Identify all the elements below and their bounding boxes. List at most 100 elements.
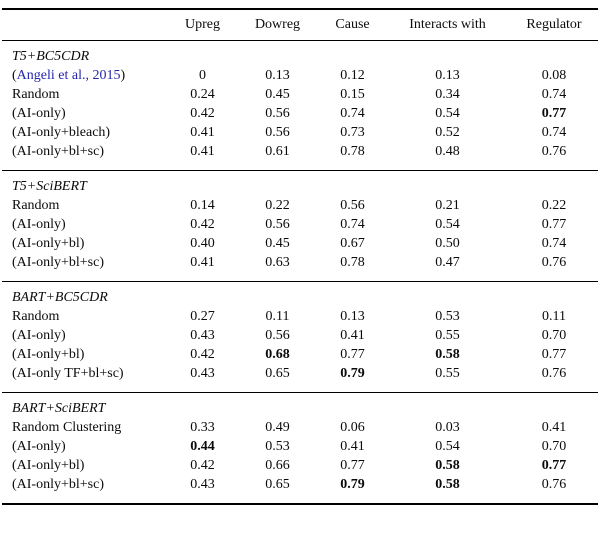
cell-value: 0.42 [190,457,215,473]
group-title-row: T5+BC5CDR [2,40,598,66]
column-header: Upreg [185,16,220,32]
cell-value: 0.13 [435,67,460,83]
cell-value: 0.44 [190,438,215,454]
cell-value: 0.45 [265,86,290,102]
row-label: (AI-only+bl) [12,346,85,362]
cell-value: 0.49 [265,419,290,435]
table-group: T5+SciBERT Random 0.14 0.22 0.56 0.21 0.22 (AI-… [2,170,598,281]
cell-value: 0.63 [265,254,290,270]
paper-table-page: Upreg Dowreg Cause Interacts with Regulator … [0,8,600,550]
cell-value: 0.42 [190,216,215,232]
cell-value: 0.15 [340,86,365,102]
cell-value: 0.77 [541,346,567,362]
cell-value: 0.78 [340,143,365,159]
cell-value: 0.34 [435,86,460,102]
cell-value: 0.76 [541,365,567,381]
cell-value: 0.65 [265,476,290,492]
row-label: (AI-only) [12,216,66,232]
table-row: Random 0.27 0.11 0.13 0.53 0.11 [2,307,598,326]
row-label: (AI-only) [12,105,66,121]
cell-value: 0.77 [340,346,365,362]
table-row: (AI-only+bl) 0.42 0.66 0.77 0.58 0.77 [2,456,598,475]
row-label: Random [12,86,60,102]
table-row: Random 0.24 0.45 0.15 0.34 0.74 [2,85,598,104]
row-label: (AI-only+bl+sc) [12,476,104,492]
cell-value: 0.56 [265,327,290,343]
cell-value: 0.33 [190,419,215,435]
results-table: Upreg Dowreg Cause Interacts with Regulator … [2,8,598,505]
group-title-row: T5+SciBERT [2,170,598,196]
cell-value: 0.58 [435,457,460,473]
row-label: (AI-only) [12,438,66,454]
column-header: Interacts with [409,16,486,32]
cell-value: 0.70 [541,327,567,343]
cell-value: 0.55 [435,327,460,343]
cell-value: 0.53 [265,438,290,454]
cell-value: 0.77 [541,105,567,121]
cell-value: 0.55 [435,365,460,381]
cell-value: 0.48 [435,143,460,159]
cell-value: 0.56 [265,105,290,121]
cell-value: 0.56 [265,124,290,140]
table-group: BART+BC5CDR Random 0.27 0.11 0.13 0.53 0.11 (AI… [2,281,598,392]
table-row: Random 0.14 0.22 0.56 0.21 0.22 [2,196,598,215]
cell-value: 0.78 [340,254,365,270]
cell-value: 0.14 [190,197,215,213]
table-header: Upreg Dowreg Cause Interacts with Regulator [2,9,598,40]
group-title-row: BART+BC5CDR [2,281,598,307]
table-row: (Angeli et al., 2015) 0 0.13 0.12 0.13 0.08 [2,66,598,85]
column-header: Cause [335,16,370,32]
cell-value: 0.50 [435,235,460,251]
cell-value: 0.79 [340,476,365,492]
cell-value: 0.13 [340,308,365,324]
group-title: BART+BC5CDR [12,289,108,305]
cell-value: 0.61 [265,143,290,159]
table-row: (AI-only) 0.42 0.56 0.74 0.54 0.77 [2,215,598,234]
table-row: Random Clustering 0.33 0.49 0.06 0.03 0.41 [2,418,598,437]
row-label-column-header [2,9,170,40]
group-title-row: BART+SciBERT [2,392,598,418]
cell-value: 0.42 [190,346,215,362]
cell-value: 0.54 [435,216,460,232]
table-row: (AI-only) 0.42 0.56 0.74 0.54 0.77 [2,104,598,123]
cell-value: 0.70 [541,438,567,454]
cell-value: 0.24 [190,86,215,102]
cell-value: 0.77 [541,216,567,232]
table-row: (AI-only+bl+sc) 0.43 0.65 0.79 0.58 0.76 [2,475,598,504]
row-label: (Angeli et al., 2015) [12,67,126,83]
table-row: (AI-only) 0.43 0.56 0.41 0.55 0.70 [2,326,598,345]
cell-value: 0 [199,67,206,83]
cell-value: 0.11 [265,308,290,324]
row-label: (AI-only+bl+sc) [12,143,104,159]
group-title: BART+SciBERT [12,400,106,416]
cell-value: 0.41 [340,327,365,343]
cell-value: 0.41 [190,124,215,140]
column-header: Regulator [526,16,582,32]
cell-value: 0.42 [190,105,215,121]
cell-value: 0.43 [190,365,215,381]
table-row: (AI-only+bleach) 0.41 0.56 0.73 0.52 0.74 [2,123,598,142]
cell-value: 0.74 [541,86,567,102]
row-label: (AI-only+bl) [12,457,85,473]
table-row: (AI-only+bl) 0.42 0.68 0.77 0.58 0.77 [2,345,598,364]
cell-value: 0.76 [541,254,567,270]
row-label: (AI-only TF+bl+sc) [12,365,124,381]
cell-value: 0.03 [435,419,460,435]
cell-value: 0.06 [340,419,365,435]
citation-link[interactable]: Angeli et al., 2015 [16,67,121,83]
row-label: Random [12,197,60,213]
header-row: Upreg Dowreg Cause Interacts with Regulator [2,9,598,40]
cell-value: 0.66 [265,457,290,473]
row-label: Random Clustering [12,419,122,435]
cell-value: 0.43 [190,327,215,343]
table-row: (AI-only TF+bl+sc) 0.43 0.65 0.79 0.55 0.76 [2,364,598,393]
table-row: (AI-only) 0.44 0.53 0.41 0.54 0.70 [2,437,598,456]
cell-value: 0.45 [265,235,290,251]
cell-value: 0.74 [340,216,365,232]
cell-value: 0.52 [435,124,460,140]
table-row: (AI-only+bl) 0.40 0.45 0.67 0.50 0.74 [2,234,598,253]
group-title: T5+BC5CDR [12,48,90,64]
cell-value: 0.41 [340,438,365,454]
row-label: (AI-only+bl+sc) [12,254,104,270]
cell-value: 0.68 [265,346,290,362]
